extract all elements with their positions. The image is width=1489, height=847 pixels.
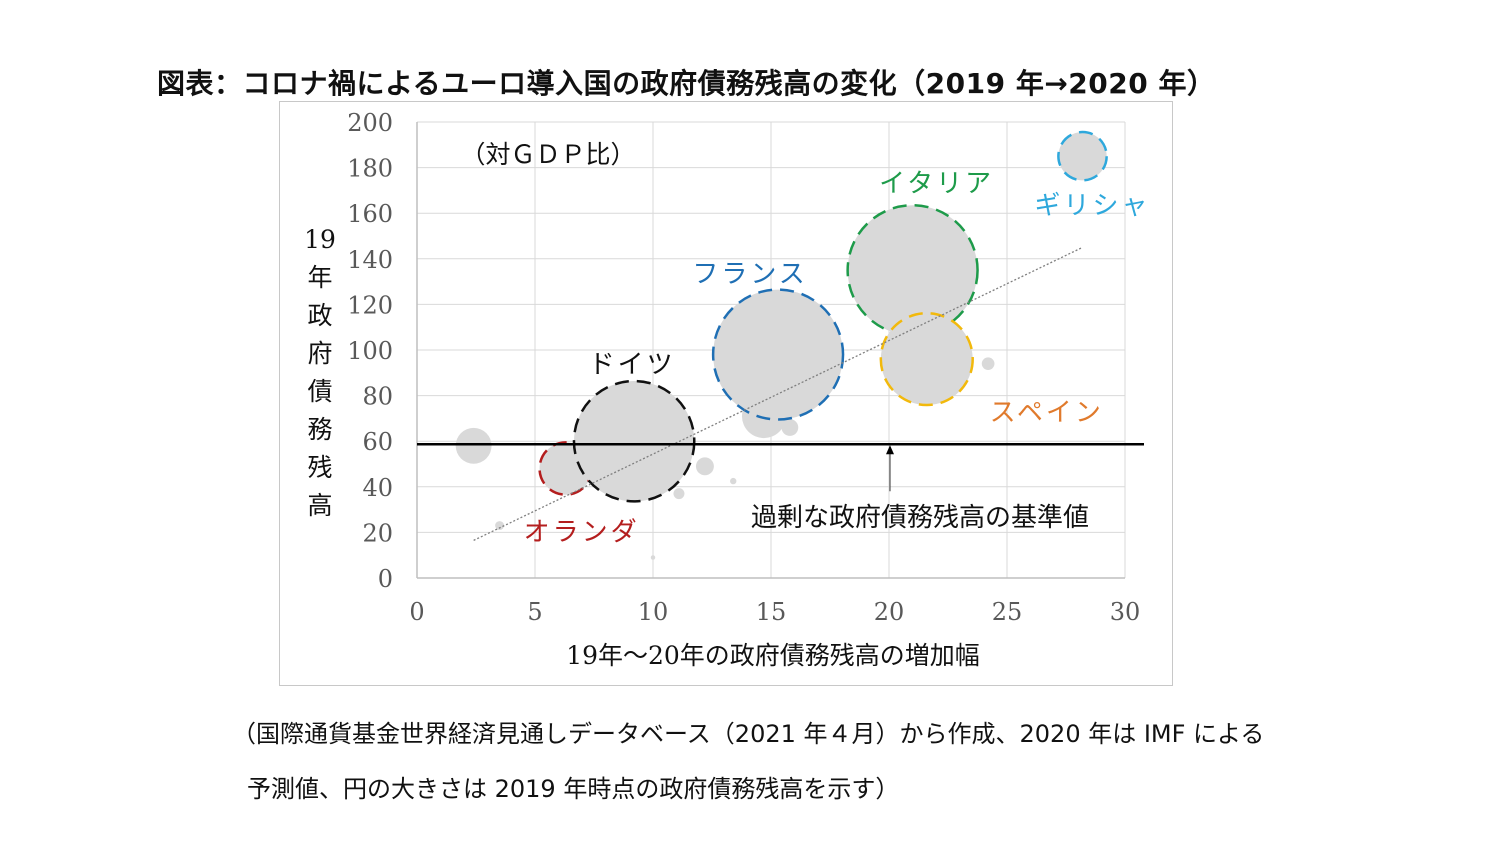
bubble <box>730 477 737 485</box>
x-tick-label: 5 <box>527 598 542 626</box>
bubble-3 <box>879 311 974 407</box>
y-axis-title-char: 高 <box>307 491 332 520</box>
y-tick-label: 160 <box>347 200 393 228</box>
bubble-2 <box>711 288 845 421</box>
unit-note: （対ＧＤＰ比） <box>460 140 635 169</box>
bubble-0 <box>1057 130 1108 182</box>
bubble-label: ドイツ <box>589 350 676 380</box>
y-axis-title-char: 19 <box>304 225 336 254</box>
bubble-label: ギリシャ <box>1035 191 1151 221</box>
bubble <box>650 555 656 560</box>
bubble <box>455 427 492 464</box>
bubble <box>981 357 995 371</box>
bubble-label: イタリア <box>879 169 994 199</box>
reference-line-label: 過剰な政府債務残高の基準値 <box>751 503 1089 533</box>
y-tick-label: 20 <box>362 519 393 547</box>
y-tick-label: 140 <box>347 246 393 274</box>
trendline <box>473 246 1083 541</box>
y-tick-label: 40 <box>362 474 393 502</box>
bubble-label: フランス <box>692 260 807 290</box>
y-axis-title-char: 府 <box>307 339 332 368</box>
y-tick-label: 60 <box>362 428 393 456</box>
footnote-line-2: 予測値、円の大きさは 2019 年時点の政府債務残高を示す） <box>247 775 900 803</box>
y-tick-label: 120 <box>347 291 393 319</box>
x-axis-title: 19年～20年の政府債務残高の増加幅 <box>566 641 980 670</box>
y-tick-label: 0 <box>378 565 393 593</box>
bubble <box>695 457 714 476</box>
arrowhead-icon <box>886 445 894 455</box>
y-axis-title-char: 年 <box>307 263 332 292</box>
chart-frame <box>279 101 1173 686</box>
chart-title: 図表：コロナ禍によるユーロ導入国の政府債務残高の変化（2019 年→2020 年… <box>157 67 1216 100</box>
y-tick-label: 100 <box>347 337 393 365</box>
bubble <box>495 521 505 531</box>
bubble-label: オランダ <box>524 518 640 548</box>
bubble <box>781 419 799 436</box>
y-axis-title-char: 債 <box>307 377 332 406</box>
x-tick-label: 10 <box>638 598 669 626</box>
x-tick-label: 20 <box>874 598 905 626</box>
bubble-4 <box>572 379 696 503</box>
x-tick-label: 30 <box>1110 598 1141 626</box>
y-tick-label: 80 <box>362 383 393 411</box>
y-axis-title-char: 政 <box>307 301 332 330</box>
x-tick-label: 25 <box>992 598 1023 626</box>
y-tick-label: 200 <box>347 109 393 137</box>
bubble-label: スペイン <box>990 398 1104 428</box>
y-tick-label: 180 <box>347 155 393 183</box>
x-tick-label: 0 <box>409 598 424 626</box>
y-axis-title-char: 残 <box>307 453 332 482</box>
x-tick-label: 15 <box>756 598 787 626</box>
footnote-line-1: （国際通貨基金世界経済見通しデータベース（2021 年４月）から作成、2020 … <box>232 720 1265 748</box>
y-axis-title-char: 務 <box>307 415 332 444</box>
bubble <box>673 488 685 500</box>
